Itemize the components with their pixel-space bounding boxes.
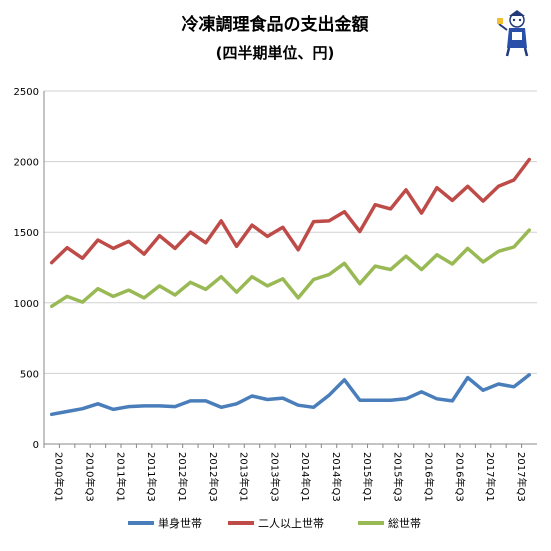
x-tick-label: 2014年Q1 bbox=[299, 452, 312, 502]
y-tick-label: 1000 bbox=[14, 299, 39, 310]
x-tick-label: 2017年Q1 bbox=[484, 452, 497, 502]
x-tick-label: 2013年Q3 bbox=[268, 452, 281, 502]
y-tick-label: 1500 bbox=[14, 228, 39, 239]
x-axis-ticks: 2010年Q1 2010年Q3 2011年Q1 2011年Q3 2012年Q1 2012年… bbox=[43, 444, 528, 502]
chart-subtitle: (四半期単位、円) bbox=[216, 44, 335, 62]
legend-label: 二人以上世帯 bbox=[258, 517, 324, 530]
x-tick-label: 2010年Q1 bbox=[53, 452, 66, 502]
x-tick-label: 2010年Q3 bbox=[84, 452, 97, 502]
x-tick-label: 2015年Q3 bbox=[392, 452, 405, 502]
y-tick-label: 2000 bbox=[14, 158, 39, 169]
series-lines bbox=[49, 157, 532, 417]
x-tick-label: 2015年Q1 bbox=[361, 452, 374, 502]
x-tick-label: 2011年Q3 bbox=[145, 452, 158, 502]
y-tick-label: 2500 bbox=[14, 87, 39, 98]
x-tick-label: 2012年Q1 bbox=[176, 452, 189, 502]
x-tick-label: 2011年Q1 bbox=[114, 452, 127, 502]
y-tick-label: 0 bbox=[33, 440, 39, 451]
gridlines bbox=[43, 90, 537, 445]
series-line-1 bbox=[49, 157, 532, 265]
mascot-character-icon bbox=[497, 10, 529, 57]
x-tick-label: 2017年Q3 bbox=[515, 452, 528, 502]
y-tick-label: 500 bbox=[20, 369, 39, 380]
x-tick-label: 2014年Q3 bbox=[330, 452, 343, 502]
legend-label: 単身世帯 bbox=[158, 516, 202, 530]
series-line-2 bbox=[49, 228, 532, 309]
x-tick-label: 2016年Q1 bbox=[422, 452, 435, 502]
y-axis-ticks: 0 500 1000 1500 2000 2500 bbox=[14, 87, 39, 451]
x-tick-label: 2013年Q1 bbox=[238, 452, 251, 502]
series-line-0 bbox=[49, 373, 532, 417]
chart-title: 冷凍調理食品の支出金額 bbox=[182, 14, 369, 35]
x-tick-label: 2012年Q3 bbox=[207, 452, 220, 502]
x-tick-label: 2016年Q3 bbox=[453, 452, 466, 502]
legend-label: 総世帯 bbox=[388, 516, 421, 530]
legend: 単身世帯 二人以上世帯 総世帯 bbox=[128, 516, 421, 530]
